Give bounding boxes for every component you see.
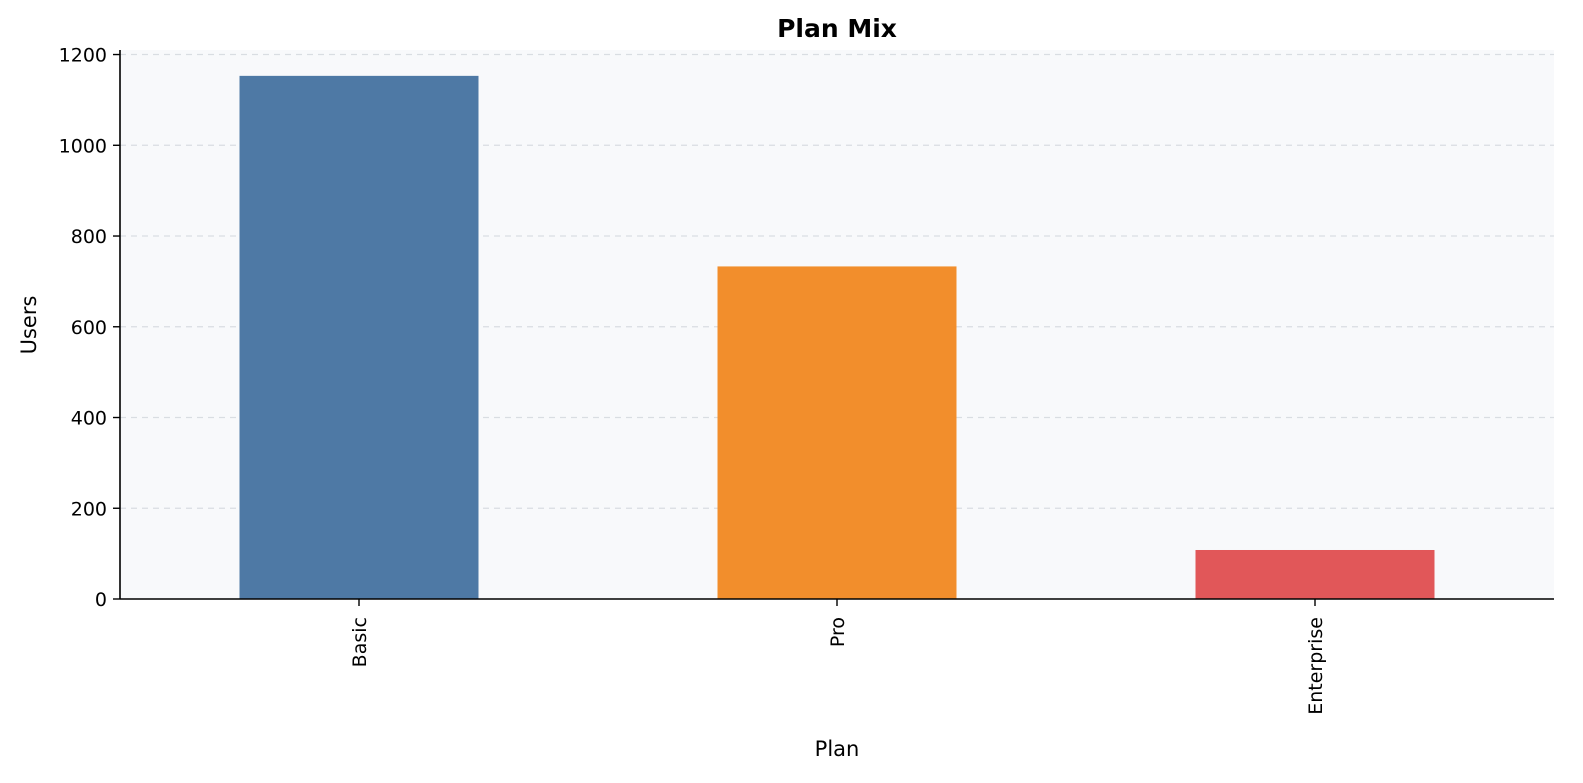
y-tick-label: 0 [95, 589, 107, 611]
bar-pro [717, 266, 957, 599]
bar-enterprise [1195, 549, 1435, 599]
x-tick-label: Basic [349, 617, 371, 667]
bars [239, 75, 1435, 599]
chart-title: Plan Mix [777, 14, 897, 43]
y-tick-label: 600 [71, 317, 107, 339]
y-tick-label: 1000 [59, 135, 107, 157]
bar-basic [239, 75, 479, 599]
y-axis-label: Users [17, 296, 41, 355]
y-tick-label: 200 [71, 498, 107, 520]
x-axis-label: Plan [815, 737, 860, 761]
x-tick-label: Pro [827, 617, 849, 647]
y-tick-label: 400 [71, 408, 107, 430]
y-tick-label: 1200 [59, 45, 107, 67]
y-ticks: 0 200 400 600 800 1000 1200 [59, 45, 120, 611]
x-ticks: Basic Pro Enterprise [349, 599, 1327, 715]
y-tick-label: 800 [71, 226, 107, 248]
x-tick-label: Enterprise [1305, 617, 1327, 715]
